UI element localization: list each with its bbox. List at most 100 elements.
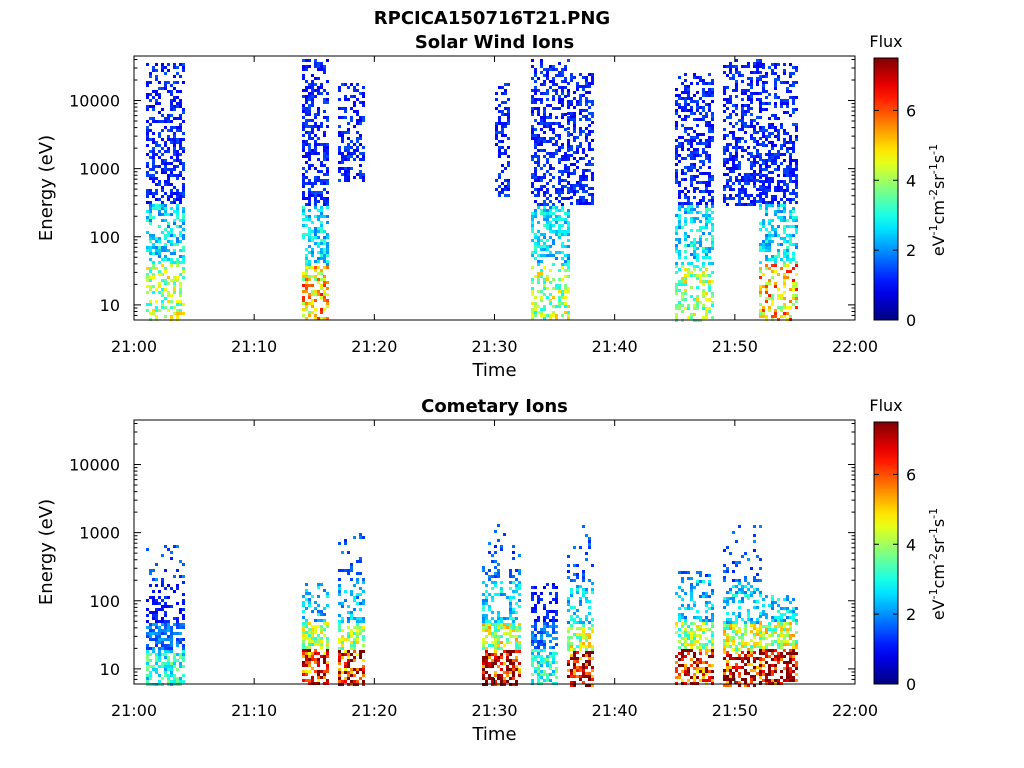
flux-cell	[711, 304, 714, 307]
flux-cell	[482, 608, 485, 611]
flux-cell	[494, 674, 497, 677]
flux-cell	[792, 279, 795, 282]
flux-cell	[498, 152, 501, 155]
flux-cell	[567, 260, 570, 263]
flux-cell	[491, 617, 494, 620]
flux-cell	[579, 657, 582, 660]
flux-cell	[684, 172, 687, 175]
flux-cell	[552, 239, 555, 242]
flux-cell	[323, 134, 326, 137]
flux-cell	[747, 648, 750, 651]
flux-cell	[359, 119, 362, 122]
flux-cell	[783, 249, 786, 252]
flux-cell	[167, 662, 170, 665]
flux-cell	[341, 83, 344, 86]
flux-cell	[567, 263, 570, 266]
flux-cell	[684, 649, 687, 652]
flux-cell	[768, 183, 771, 186]
flux-cell	[540, 149, 543, 152]
flux-cell	[338, 629, 341, 632]
flux-cell	[146, 632, 149, 635]
flux-cell	[531, 661, 534, 664]
flux-cell	[149, 258, 152, 261]
flux-cell	[567, 154, 570, 157]
flux-cell	[708, 595, 711, 598]
flux-cell	[506, 668, 509, 671]
flux-cell	[759, 129, 762, 132]
flux-cell	[149, 623, 152, 626]
flux-cell	[164, 545, 167, 548]
flux-cell	[537, 134, 540, 137]
flux-cell	[693, 247, 696, 250]
flux-cell	[359, 629, 362, 632]
flux-cell	[591, 582, 594, 585]
flux-cell	[537, 679, 540, 682]
flux-cell	[693, 679, 696, 682]
flux-cell	[317, 278, 320, 281]
flux-cell	[588, 621, 591, 624]
flux-cell	[555, 643, 558, 646]
flux-cell	[540, 673, 543, 676]
flux-cell	[531, 251, 534, 254]
flux-cell	[149, 237, 152, 240]
flux-cell	[173, 282, 176, 285]
flux-cell	[555, 592, 558, 595]
flux-cell	[317, 179, 320, 182]
flux-cell	[579, 94, 582, 97]
flux-cell	[164, 150, 167, 153]
flux-cell	[681, 664, 684, 667]
flux-cell	[170, 315, 173, 318]
flux-cell	[762, 102, 765, 105]
flux-cell	[158, 96, 161, 99]
flux-cell	[570, 627, 573, 630]
flux-cell	[582, 579, 585, 582]
flux-cell	[314, 628, 317, 631]
flux-cell	[678, 196, 681, 199]
flux-cell	[759, 92, 762, 95]
flux-cell	[561, 293, 564, 296]
flux-cell	[747, 125, 750, 128]
flux-cell	[774, 312, 777, 315]
flux-cell	[308, 284, 311, 287]
flux-cell	[173, 147, 176, 150]
flux-cell	[347, 671, 350, 674]
flux-cell	[146, 105, 149, 108]
flux-cell	[540, 598, 543, 601]
flux-cell	[567, 119, 570, 122]
flux-cell	[729, 627, 732, 630]
flux-cell	[771, 141, 774, 144]
flux-cell	[738, 194, 741, 197]
flux-cell	[308, 598, 311, 601]
flux-cell	[149, 210, 152, 213]
flux-cell	[155, 644, 158, 647]
flux-cell	[777, 96, 780, 99]
flux-cell	[518, 641, 521, 644]
flux-cell	[485, 626, 488, 629]
flux-cell	[182, 255, 185, 258]
flux-cell	[302, 610, 305, 613]
flux-cell	[537, 236, 540, 239]
flux-cell	[543, 206, 546, 209]
flux-cell	[176, 641, 179, 644]
flux-cell	[735, 71, 738, 74]
flux-cell	[702, 646, 705, 649]
flux-cell	[741, 155, 744, 158]
flux-cell	[588, 202, 591, 205]
flux-cell	[362, 116, 365, 119]
flux-cell	[588, 148, 591, 151]
flux-cell	[161, 641, 164, 644]
flux-cell	[320, 278, 323, 281]
flux-cell	[167, 135, 170, 138]
flux-cell	[708, 619, 711, 622]
flux-cell	[173, 153, 176, 156]
flux-cell	[750, 624, 753, 627]
flux-cell	[152, 204, 155, 207]
flux-cell	[750, 669, 753, 672]
flux-cell	[317, 113, 320, 116]
flux-cell	[182, 111, 185, 114]
flux-cell	[690, 595, 693, 598]
flux-cell	[768, 156, 771, 159]
flux-cell	[681, 265, 684, 268]
flux-cell	[693, 667, 696, 670]
flux-cell	[759, 567, 762, 570]
